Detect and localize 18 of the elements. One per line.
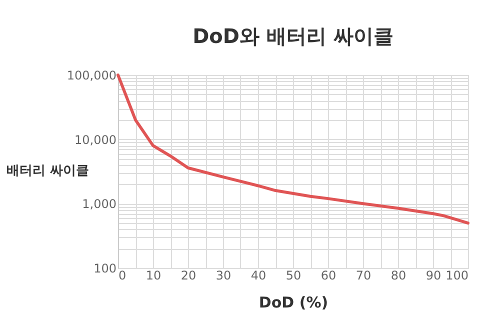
y-tick-label: 1,000 xyxy=(82,197,116,212)
y-tick-label: 100,000 xyxy=(66,68,116,82)
x-tick-label: 30 xyxy=(216,268,232,282)
x-tick-label: 50 xyxy=(286,268,302,282)
chart-title: DoD와 배터리 싸이클 xyxy=(192,24,394,48)
x-tick-label: 20 xyxy=(180,268,196,282)
x-tick-label: 60 xyxy=(320,268,336,282)
x-axis-title: DoD (%) xyxy=(258,294,328,312)
x-tick-label: 70 xyxy=(356,268,372,282)
x-tick-label: 40 xyxy=(250,268,266,282)
x-tick-label: 0 xyxy=(118,268,126,282)
x-tick-label: 80 xyxy=(390,268,406,282)
x-tick-label: 100 xyxy=(446,268,468,282)
y-axis-title: 배터리 싸이클 xyxy=(6,164,90,178)
y-tick-label: 10,000 xyxy=(74,132,116,147)
x-tick-label: 10 xyxy=(146,268,162,282)
line-series xyxy=(116,74,470,225)
x-tick-label: 90 xyxy=(426,268,442,282)
